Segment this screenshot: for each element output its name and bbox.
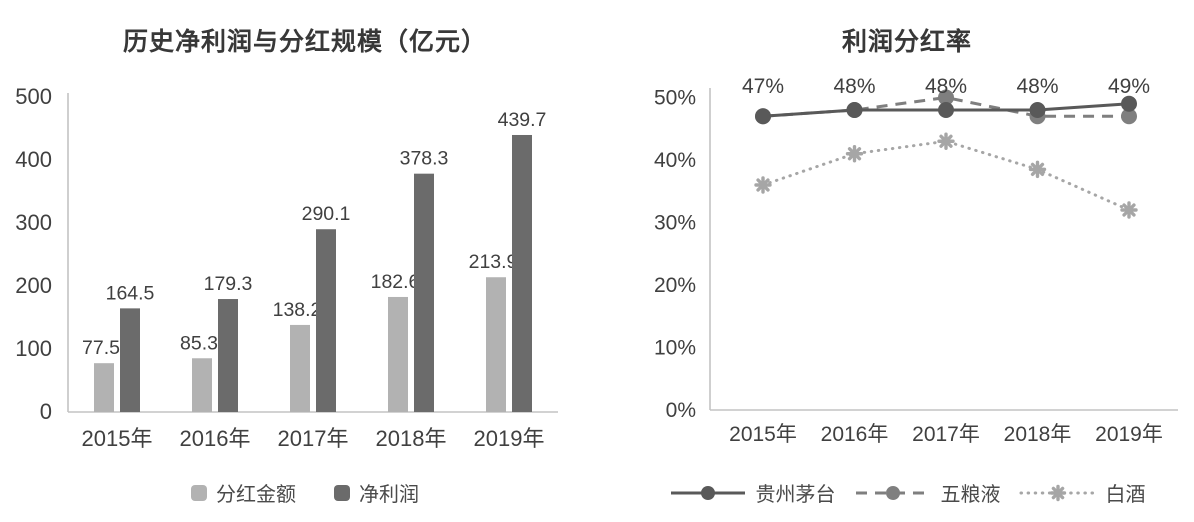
bar-data-label: 378.3 bbox=[400, 148, 449, 170]
legend-label-wuliangye: 五粮液 bbox=[940, 484, 1001, 506]
bar-segment bbox=[290, 324, 310, 412]
legend-label-netprofit: 净利润 bbox=[359, 484, 419, 506]
star-marker-core bbox=[1125, 206, 1133, 214]
legend-line-sample-wuliangye bbox=[855, 485, 930, 500]
bar-data-label: 138.2 bbox=[273, 299, 322, 321]
bar-chart-title: 历史净利润与分红规模（亿元） bbox=[122, 28, 487, 56]
x-tick-label: 2017年 bbox=[278, 426, 349, 451]
line-chart-canvas: 0% 10% 20% 30% 40% 50% 2015年 2016年 2017年 2018年 201… bbox=[654, 75, 1178, 446]
x-tick-label: 2019年 bbox=[1095, 423, 1163, 446]
y-tick-label: 200 bbox=[15, 273, 52, 298]
line-chart-title: 利润分红率 bbox=[841, 28, 972, 56]
bar-chart-legend: 分红金额 净利润 bbox=[0, 478, 610, 507]
y-tick-label: 400 bbox=[15, 147, 52, 172]
circle-marker bbox=[700, 485, 715, 500]
bar-data-label: 182.6 bbox=[371, 271, 420, 293]
bar-data-label: 164.5 bbox=[106, 282, 155, 304]
y-tick-label: 500 bbox=[15, 84, 52, 109]
line-chart-panel: 利润分红率 0% 10% 20% 30% 40% 50% 2015年 2016年 2017年 20… bbox=[620, 0, 1194, 522]
legend-label-dividend: 分红金额 bbox=[216, 484, 296, 506]
circle-marker bbox=[755, 108, 771, 125]
bar-data-label: 290.1 bbox=[302, 203, 351, 225]
bar-data-label: 213.9 bbox=[469, 251, 518, 273]
bar-segment bbox=[120, 308, 140, 412]
bar-chart-canvas: 0 100 200 300 400 500 2015年 77.5 164.5 2016年 85.3 1… bbox=[15, 84, 558, 451]
legend-label-moutai: 贵州茅台 bbox=[755, 484, 836, 506]
line-data-label: 49% bbox=[1108, 75, 1150, 98]
bar-segment bbox=[486, 277, 506, 412]
circle-marker bbox=[1121, 95, 1137, 112]
bar-data-label: 77.5 bbox=[82, 337, 120, 359]
bar-segment bbox=[512, 134, 532, 412]
x-tick-label: 2019年 bbox=[474, 426, 545, 451]
legend-item-netprofit: 净利润 bbox=[334, 478, 419, 507]
x-tick-label: 2015年 bbox=[729, 423, 797, 446]
line-data-label: 47% bbox=[742, 75, 784, 98]
legend-item-dividend: 分红金额 bbox=[191, 478, 296, 507]
x-tick-label: 2015年 bbox=[82, 426, 153, 451]
line-chart-legend: 贵州茅台 五粮液 白酒 bbox=[620, 478, 1194, 507]
star-marker-core bbox=[851, 150, 858, 158]
legend-swatch-dividend bbox=[191, 484, 207, 501]
bar-data-label: 179.3 bbox=[204, 273, 253, 295]
legend-line-sample-baijiu bbox=[1019, 484, 1096, 501]
y-tick-label: 100 bbox=[15, 336, 52, 361]
bar-segment bbox=[192, 358, 212, 412]
line-data-label: 48% bbox=[1016, 75, 1058, 98]
legend-item-baijiu: 白酒 bbox=[1019, 478, 1146, 507]
circle-marker bbox=[1029, 102, 1046, 118]
circle-marker bbox=[938, 102, 954, 118]
star-marker-core bbox=[1034, 165, 1041, 173]
y-tick-label: 50% bbox=[654, 87, 696, 110]
y-tick-label: 40% bbox=[654, 149, 696, 172]
legend-item-wuliangye: 五粮液 bbox=[854, 478, 1001, 507]
legend-label-baijiu: 白酒 bbox=[1105, 484, 1146, 506]
x-tick-label: 2018年 bbox=[376, 426, 447, 451]
circle-marker bbox=[885, 485, 900, 500]
series-line-dotted bbox=[761, 139, 1131, 212]
bar-segment bbox=[316, 229, 336, 412]
bar-segment bbox=[414, 173, 434, 412]
y-tick-label: 20% bbox=[654, 274, 696, 297]
x-tick-label: 2018年 bbox=[1004, 423, 1072, 446]
y-tick-label: 30% bbox=[654, 212, 696, 235]
x-tick-label: 2017年 bbox=[912, 423, 980, 446]
bar-data-label: 85.3 bbox=[180, 332, 218, 354]
star-marker-core bbox=[942, 137, 950, 145]
bar-segment bbox=[94, 363, 114, 412]
circle-marker bbox=[938, 89, 954, 106]
y-tick-label: 0 bbox=[40, 399, 52, 424]
bar-chart-panel: 历史净利润与分红规模（亿元） 0 100 200 300 400 500 2015年 77.5… bbox=[0, 28, 610, 507]
legend-line-sample-moutai bbox=[670, 485, 745, 500]
x-tick-label: 2016年 bbox=[180, 426, 251, 451]
star-marker-core bbox=[1054, 489, 1061, 496]
circle-marker bbox=[846, 102, 863, 118]
line-data-label: 48% bbox=[925, 75, 967, 98]
x-tick-label: 2016年 bbox=[821, 423, 889, 446]
y-tick-label: 0% bbox=[666, 399, 696, 422]
legend-item-moutai: 贵州茅台 bbox=[669, 478, 836, 507]
line-data-label: 48% bbox=[833, 75, 875, 98]
legend-swatch-netprofit bbox=[334, 484, 350, 501]
star-marker-core bbox=[759, 181, 767, 189]
circle-marker bbox=[1121, 108, 1137, 125]
bar-data-label: 439.7 bbox=[498, 109, 547, 131]
bar-segment bbox=[218, 299, 238, 412]
y-tick-label: 10% bbox=[654, 337, 696, 360]
bar-segment bbox=[388, 296, 408, 412]
y-tick-label: 300 bbox=[15, 210, 52, 235]
